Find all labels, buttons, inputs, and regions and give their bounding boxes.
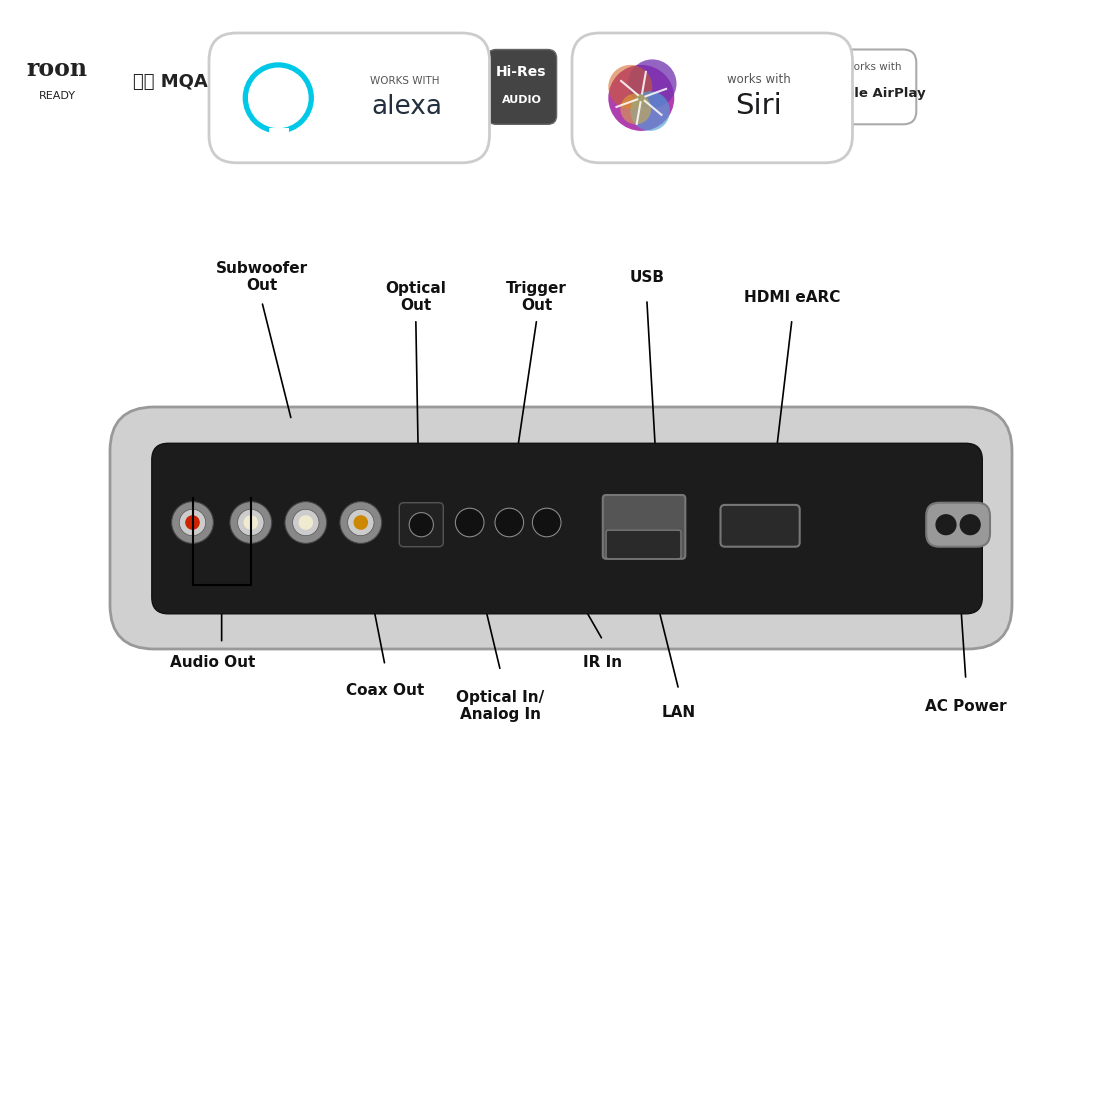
Circle shape (340, 502, 382, 543)
Circle shape (620, 94, 651, 124)
Circle shape (293, 509, 319, 536)
Text: works with: works with (727, 73, 791, 86)
Circle shape (348, 509, 374, 536)
Circle shape (455, 508, 484, 537)
Circle shape (354, 516, 367, 529)
FancyBboxPatch shape (572, 33, 852, 163)
Text: Hi-Res: Hi-Res (496, 65, 547, 78)
Text: LAN: LAN (661, 705, 696, 720)
Text: Audio Out: Audio Out (169, 654, 255, 670)
Text: ● Spotify: ● Spotify (610, 74, 705, 91)
Text: Optical
Out: Optical Out (385, 280, 447, 314)
FancyBboxPatch shape (152, 443, 982, 614)
Text: Subwoofer
Out: Subwoofer Out (216, 261, 308, 294)
Text: roon: roon (26, 57, 88, 81)
Text: ⒶⒶ MQA: ⒶⒶ MQA (133, 74, 208, 91)
FancyBboxPatch shape (487, 50, 557, 124)
Circle shape (630, 91, 670, 131)
Text: Apple AirPlay: Apple AirPlay (825, 87, 926, 100)
Circle shape (608, 65, 674, 131)
Circle shape (238, 509, 264, 536)
Circle shape (495, 508, 524, 537)
Circle shape (608, 65, 652, 109)
FancyBboxPatch shape (603, 495, 685, 559)
Circle shape (245, 65, 311, 131)
Circle shape (285, 502, 327, 543)
Text: ⦾: ⦾ (783, 64, 796, 84)
Circle shape (960, 515, 980, 535)
Text: AUDIO: AUDIO (502, 95, 541, 106)
FancyBboxPatch shape (762, 50, 916, 124)
Text: alexa: alexa (372, 94, 442, 120)
Circle shape (230, 502, 272, 543)
Circle shape (409, 513, 433, 537)
Text: Works with: Works with (844, 62, 901, 73)
Circle shape (936, 515, 956, 535)
Text: Optical In/
Analog In: Optical In/ Analog In (456, 690, 544, 723)
Text: WORKS WITH: WORKS WITH (370, 76, 440, 87)
Circle shape (172, 502, 213, 543)
Text: AC Power: AC Power (925, 698, 1007, 714)
Text: ❖ TIDAL: ❖ TIDAL (254, 74, 336, 91)
FancyBboxPatch shape (399, 503, 443, 547)
FancyBboxPatch shape (110, 407, 1012, 649)
Text: READY: READY (39, 90, 76, 101)
Circle shape (628, 59, 676, 108)
FancyBboxPatch shape (926, 503, 990, 547)
Text: ENABLED: ENABLED (416, 98, 458, 107)
Text: Coax Out: Coax Out (345, 683, 425, 698)
FancyBboxPatch shape (394, 50, 480, 124)
Text: USB: USB (629, 270, 664, 285)
Text: Trigger
Out: Trigger Out (506, 280, 568, 314)
Text: BluOS: BluOS (404, 62, 470, 81)
Circle shape (299, 516, 312, 529)
Text: IR In: IR In (583, 654, 623, 670)
FancyBboxPatch shape (720, 505, 800, 547)
Circle shape (179, 509, 206, 536)
Circle shape (532, 508, 561, 537)
Text: HDMI eARC: HDMI eARC (744, 289, 840, 305)
Circle shape (244, 516, 257, 529)
Circle shape (186, 516, 199, 529)
FancyBboxPatch shape (606, 530, 681, 559)
Text: Siri: Siri (736, 91, 782, 120)
FancyBboxPatch shape (209, 33, 490, 163)
